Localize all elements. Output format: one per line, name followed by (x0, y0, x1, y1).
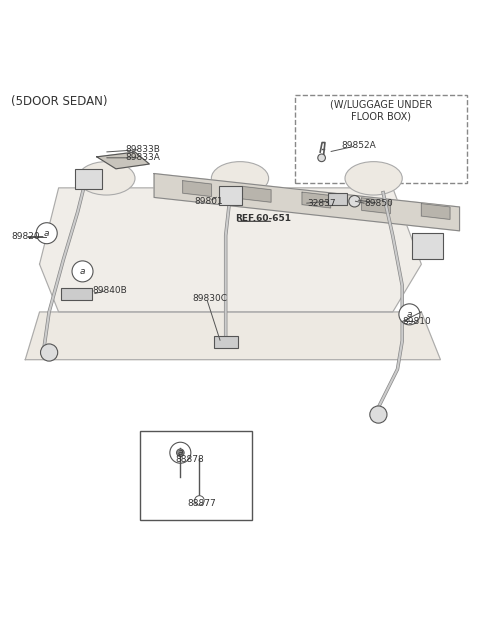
Bar (75, 169, 102, 189)
Ellipse shape (211, 161, 269, 195)
Text: 89810: 89810 (402, 317, 431, 326)
Text: a: a (178, 448, 183, 457)
Text: 89840B: 89840B (92, 286, 127, 295)
Bar (412, 233, 443, 260)
Polygon shape (97, 152, 149, 169)
Text: a: a (80, 267, 85, 276)
Text: 32837: 32837 (307, 199, 336, 208)
Bar (218, 186, 242, 204)
Circle shape (399, 304, 420, 325)
Text: REF.60-651: REF.60-651 (235, 214, 291, 223)
Text: 88877: 88877 (188, 500, 216, 509)
Text: 89820: 89820 (11, 232, 39, 241)
Bar (214, 336, 238, 348)
Circle shape (318, 154, 325, 161)
Text: 89850: 89850 (364, 199, 393, 208)
Polygon shape (362, 198, 390, 213)
Text: 88878: 88878 (176, 455, 204, 464)
Ellipse shape (345, 161, 402, 195)
Polygon shape (242, 186, 271, 202)
Polygon shape (25, 312, 441, 359)
Circle shape (36, 222, 57, 244)
Circle shape (177, 449, 184, 457)
Text: 89801: 89801 (195, 197, 223, 206)
Ellipse shape (78, 161, 135, 195)
Text: a: a (407, 310, 412, 319)
Text: 89833A: 89833A (125, 153, 160, 162)
Bar (295, 95, 467, 183)
Circle shape (370, 406, 387, 423)
Circle shape (195, 496, 204, 505)
Circle shape (349, 195, 360, 207)
Text: a: a (44, 229, 49, 238)
Bar (61, 288, 92, 300)
Text: (W/LUGGAGE UNDER
FLOOR BOX): (W/LUGGAGE UNDER FLOOR BOX) (330, 100, 432, 121)
Circle shape (72, 261, 93, 282)
Polygon shape (421, 204, 450, 219)
Text: 89852A: 89852A (342, 141, 376, 150)
Polygon shape (302, 192, 331, 208)
Bar (328, 193, 348, 204)
Polygon shape (183, 181, 211, 197)
Bar (140, 431, 252, 520)
Text: (5DOOR SEDAN): (5DOOR SEDAN) (11, 95, 108, 108)
Text: 89833B: 89833B (125, 145, 160, 154)
Polygon shape (39, 188, 421, 312)
Text: 89830C: 89830C (192, 294, 227, 303)
Circle shape (40, 344, 58, 361)
Circle shape (170, 442, 191, 463)
Polygon shape (154, 174, 459, 231)
